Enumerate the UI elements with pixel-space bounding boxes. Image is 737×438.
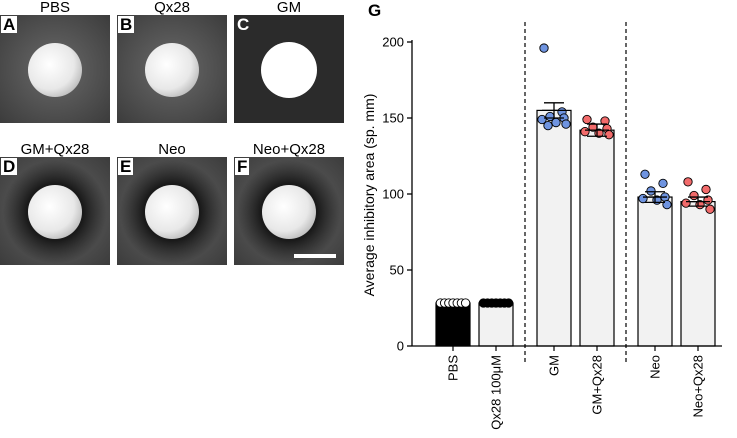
panel-label-b: Qx28 bbox=[154, 0, 190, 16]
bar-2 bbox=[536, 109, 572, 347]
data-point bbox=[503, 298, 514, 308]
data-point bbox=[640, 169, 650, 179]
bar-4 bbox=[637, 196, 673, 347]
data-point bbox=[604, 130, 614, 140]
y-tick-label: 100 bbox=[382, 187, 404, 202]
data-point bbox=[582, 114, 592, 125]
panel-label-d: GM+Qx28 bbox=[20, 141, 90, 158]
data-point bbox=[662, 199, 672, 210]
data-point bbox=[460, 298, 471, 308]
y-tick-label: 200 bbox=[382, 35, 404, 50]
x-tick-label: GM+Qx28 bbox=[590, 355, 605, 415]
panel-letter-f: F bbox=[235, 157, 250, 176]
plate-image-f: F bbox=[234, 157, 344, 265]
bar-3 bbox=[579, 129, 615, 347]
panel-label-e: Neo bbox=[158, 141, 186, 158]
y-tick-label: 0 bbox=[397, 339, 404, 354]
bar-5 bbox=[680, 201, 716, 347]
x-tick-label: PBS bbox=[446, 355, 461, 381]
panel-letter-g: G bbox=[368, 1, 381, 20]
plate-image-a: A bbox=[0, 15, 110, 123]
plate-image-c: C bbox=[234, 15, 344, 123]
data-point bbox=[683, 177, 693, 187]
data-point bbox=[551, 117, 561, 128]
panel-letter-d: D bbox=[1, 157, 18, 176]
panel-label-c: GM bbox=[276, 0, 302, 16]
data-point bbox=[701, 184, 711, 195]
x-tick-label: GM bbox=[547, 355, 562, 376]
panel-letter-e: E bbox=[118, 157, 134, 176]
data-point bbox=[646, 186, 656, 196]
data-point bbox=[539, 43, 549, 53]
data-point bbox=[689, 190, 699, 201]
panel-letter-b: B bbox=[118, 15, 135, 34]
data-point bbox=[580, 127, 590, 137]
x-tick-label: Neo+Qx28 bbox=[691, 355, 706, 418]
data-point bbox=[658, 178, 668, 189]
panel-label-a: PBS bbox=[39, 0, 70, 16]
y-tick-label: 150 bbox=[382, 111, 404, 126]
y-axis-label: Average inhibitory area (sp. mm) bbox=[361, 94, 377, 297]
bar-0 bbox=[435, 302, 471, 347]
data-point bbox=[543, 120, 553, 131]
plate-image-e: E bbox=[117, 157, 227, 265]
bar-1 bbox=[478, 302, 514, 347]
plate-image-b: B bbox=[117, 15, 227, 123]
data-point bbox=[705, 204, 715, 214]
panel-letter-a: A bbox=[1, 15, 18, 34]
y-tick-label: 50 bbox=[390, 263, 404, 278]
x-tick-label: Qx28 100μM bbox=[489, 355, 504, 430]
plate-image-d: D bbox=[0, 157, 110, 265]
panel-letter-c: C bbox=[237, 15, 250, 34]
x-tick-label: Neo bbox=[648, 355, 663, 379]
panel-label-f: Neo+Qx28 bbox=[252, 141, 326, 158]
data-point bbox=[561, 119, 571, 129]
inhibitory-area-bar-chart: G Average inhibitory area (sp. mm) 0 50 10… bbox=[361, 1, 722, 430]
data-point bbox=[638, 193, 648, 204]
